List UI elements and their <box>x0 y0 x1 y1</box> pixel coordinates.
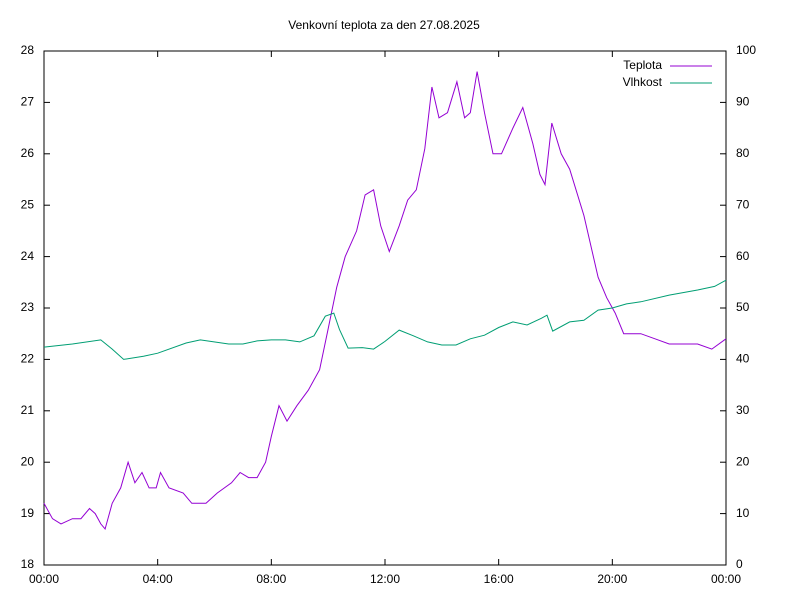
x-tick-label: 20:00 <box>597 572 627 586</box>
y-tick-label: 23 <box>21 300 35 314</box>
x-tick-label: 12:00 <box>370 572 400 586</box>
series-line <box>43 71 727 531</box>
y2-tick-label: 80 <box>736 146 750 160</box>
x-tick-label: 00:00 <box>711 572 741 586</box>
y-tick-label: 19 <box>21 506 35 520</box>
legend-label: Teplota <box>623 58 662 72</box>
y-tick-label: 21 <box>21 403 35 417</box>
x-tick-label: 08:00 <box>256 572 286 586</box>
y2-tick-label: 90 <box>736 95 750 109</box>
y-tick-label: 25 <box>21 197 35 211</box>
series-line <box>43 279 727 360</box>
y-tick-label: 28 <box>21 43 35 57</box>
y-tick-label: 24 <box>21 249 35 263</box>
y2-tick-label: 100 <box>736 43 756 57</box>
x-tick-label: 16:00 <box>484 572 514 586</box>
y-tick-label: 27 <box>21 95 35 109</box>
chart-title: Venkovní teplota za den 27.08.2025 <box>288 18 480 32</box>
y2-tick-label: 0 <box>736 557 743 571</box>
y2-tick-label: 60 <box>736 249 750 263</box>
y-tick-label: 20 <box>21 454 35 468</box>
legend-label: Vlhkost <box>623 75 663 89</box>
y-tick-label: 18 <box>21 557 35 571</box>
y2-tick-label: 50 <box>736 300 750 314</box>
y2-tick-label: 20 <box>736 454 750 468</box>
y-tick-label: 26 <box>21 146 35 160</box>
y2-tick-label: 30 <box>736 403 750 417</box>
x-tick-label: 04:00 <box>143 572 173 586</box>
y2-tick-label: 70 <box>736 197 750 211</box>
y2-tick-label: 40 <box>736 352 750 366</box>
y-tick-label: 22 <box>21 352 35 366</box>
plot-border <box>43 50 727 566</box>
y2-tick-label: 10 <box>736 506 750 520</box>
x-tick-label: 00:00 <box>29 572 59 586</box>
